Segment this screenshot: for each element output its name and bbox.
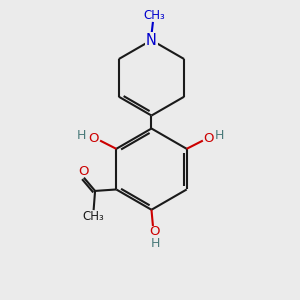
Text: O: O — [88, 132, 99, 145]
Text: O: O — [203, 132, 213, 145]
Text: O: O — [79, 165, 89, 178]
Text: H: H — [215, 129, 225, 142]
Text: CH₃: CH₃ — [143, 9, 165, 22]
Text: N: N — [146, 33, 157, 48]
Text: H: H — [151, 236, 160, 250]
Text: O: O — [149, 225, 160, 239]
Text: CH₃: CH₃ — [83, 210, 104, 223]
Text: H: H — [77, 129, 86, 142]
